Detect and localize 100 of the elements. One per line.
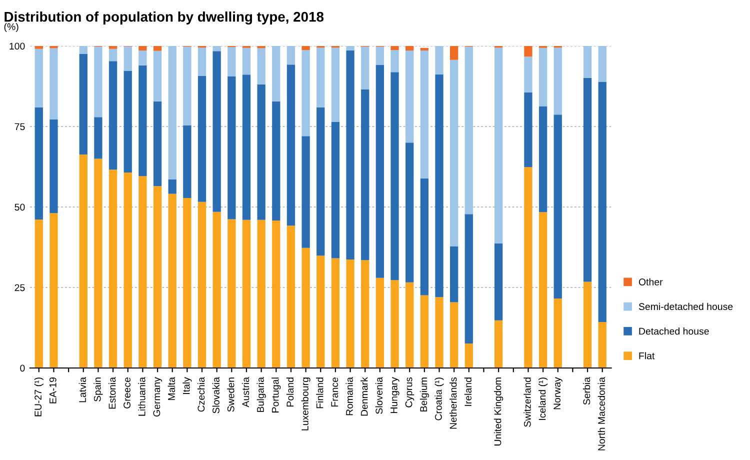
bar xyxy=(598,322,606,368)
bar xyxy=(390,46,399,50)
bar xyxy=(538,48,548,106)
bar xyxy=(34,108,43,220)
bar xyxy=(108,46,118,49)
bar xyxy=(524,56,532,92)
bar xyxy=(153,101,162,186)
bar xyxy=(168,46,176,180)
legend-label: Flat xyxy=(639,352,655,360)
x-tick-label: Norway xyxy=(554,377,562,410)
x-tick-label: EA-19 xyxy=(49,377,56,404)
bar xyxy=(406,50,414,143)
bar xyxy=(212,212,221,368)
bar xyxy=(302,136,310,248)
y-axis-title: (%) xyxy=(4,23,18,32)
x-tick-label: Hungary xyxy=(390,377,400,413)
x-tick-label: Slovakia xyxy=(212,377,220,414)
bar xyxy=(538,106,548,212)
bar xyxy=(50,213,58,368)
bar xyxy=(420,295,428,368)
x-tick-label: Poland xyxy=(286,378,294,406)
x-tick-label: Luxembourg xyxy=(301,378,310,430)
bar xyxy=(183,198,192,368)
bar xyxy=(34,46,43,49)
bar xyxy=(138,65,147,176)
bar xyxy=(464,344,473,368)
bar xyxy=(361,46,370,90)
bar xyxy=(450,60,458,246)
x-tick-label: Spain xyxy=(94,378,103,402)
x-tick-label: Denmark xyxy=(360,377,368,416)
bar xyxy=(108,61,118,170)
bar xyxy=(168,194,176,368)
bar xyxy=(272,46,280,102)
bar xyxy=(361,89,370,260)
bar xyxy=(494,243,503,320)
x-tick-label: Greece xyxy=(124,377,130,408)
bar xyxy=(346,259,354,368)
bar xyxy=(94,158,102,368)
bar xyxy=(524,167,532,368)
bar xyxy=(316,108,325,256)
bar xyxy=(583,78,592,282)
bar xyxy=(420,50,428,178)
x-tick-label: Italy xyxy=(182,377,192,394)
x-tick-label: Netherlands xyxy=(450,377,457,429)
bar xyxy=(50,48,58,120)
x-tick-label: Slovenia xyxy=(375,377,383,414)
bar xyxy=(406,282,414,368)
x-tick-label: North Macedonia xyxy=(598,377,605,450)
bar xyxy=(153,50,162,102)
bar xyxy=(212,46,221,52)
bar xyxy=(228,76,236,220)
bar xyxy=(435,74,444,298)
bar xyxy=(316,48,325,108)
bar xyxy=(598,82,606,322)
bar xyxy=(390,280,399,368)
bar xyxy=(361,260,370,368)
x-tick-label: Estonia xyxy=(108,377,116,409)
bar xyxy=(124,70,132,173)
bar xyxy=(494,48,503,244)
bar xyxy=(376,278,384,368)
x-tick-label: Germany xyxy=(153,377,162,417)
bar xyxy=(272,220,280,368)
bar xyxy=(302,248,310,368)
bar xyxy=(34,220,43,368)
bar xyxy=(34,48,43,108)
bar xyxy=(316,256,325,368)
bar xyxy=(302,50,310,136)
bar xyxy=(228,219,236,368)
bar xyxy=(464,214,473,344)
bar xyxy=(168,179,176,194)
bar xyxy=(406,46,414,51)
bar xyxy=(583,46,592,78)
bar xyxy=(79,154,88,368)
x-tick-label: Czechia xyxy=(197,377,205,412)
bar xyxy=(450,46,458,60)
bar xyxy=(212,51,221,212)
bar xyxy=(554,114,562,298)
bar xyxy=(138,50,147,66)
x-tick-label: France xyxy=(331,377,338,406)
x-tick-label: Belgium xyxy=(420,378,429,412)
bar xyxy=(94,117,102,159)
bar xyxy=(94,46,102,118)
bar xyxy=(272,101,280,221)
legend-label: Detached house xyxy=(639,328,709,335)
bar xyxy=(242,74,251,220)
x-tick-label: Iceland (¹) xyxy=(538,378,548,420)
x-tick-label: Romania xyxy=(346,377,353,416)
x-tick-label: Switzerland xyxy=(524,378,531,427)
bar xyxy=(50,119,58,214)
bar xyxy=(228,46,236,76)
bar xyxy=(242,48,251,75)
bar xyxy=(257,220,266,368)
x-tick-label: Portugal xyxy=(272,378,281,412)
bar xyxy=(390,50,399,72)
bar xyxy=(464,46,473,214)
x-tick-label: United Kingdom xyxy=(494,378,504,446)
bar xyxy=(183,46,192,126)
bar xyxy=(554,48,562,115)
y-tick-label: 50 xyxy=(14,204,25,211)
bar xyxy=(450,246,458,302)
